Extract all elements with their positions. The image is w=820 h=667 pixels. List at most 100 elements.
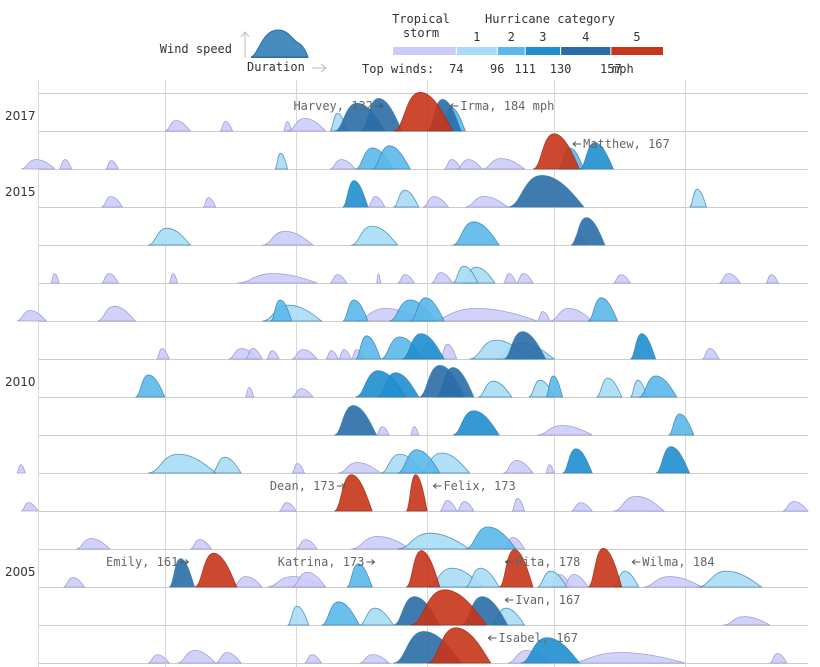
storm-shape [456,501,475,512]
legend-hurricane-category-label: Hurricane category [485,12,615,26]
year-label: 2015 [5,185,36,199]
storm-shape [769,653,788,664]
legend-tick-label: 157 [600,62,622,76]
storm-shape [503,331,547,360]
storm-shape [668,413,695,436]
legend-swatch-5 [610,47,663,55]
legend-swatch-4 [560,47,611,55]
legend-wind-speed-label: Wind speed [160,42,232,56]
storm-shape [135,374,166,398]
storm-shape [21,159,56,170]
storm-shape [507,174,585,208]
storm-shape [613,274,632,284]
storm-shape [465,567,500,588]
storm-shape [397,449,441,474]
legend-category-numbers: 1 2 3 4 5 [473,30,640,44]
storm-shape [532,133,581,170]
storm-shape [190,539,213,550]
storm-shape [422,196,450,208]
storm-shape [566,652,686,664]
legend-color-scale [393,47,663,55]
storm-shape [765,274,780,284]
storm-shape [456,159,484,170]
storm-shape [232,576,264,588]
storm-shape [719,273,742,284]
storm-shape [211,456,242,474]
storm-shape [59,159,73,170]
storm-annotation-label: Isabel, 167 [498,631,577,645]
storm-shape [498,549,534,588]
annotation-arrow-icon [572,141,582,147]
storm-shape [393,189,420,208]
legend-category-number: 2 [508,30,515,44]
storm-shape [549,307,594,322]
storm-shape [401,333,445,360]
legend-up-arrow-icon [240,31,250,58]
storm-shape [50,273,60,284]
storm-shape [202,197,217,208]
annotation-arrow-icon [449,103,459,109]
storm-shape [321,601,361,626]
storm-shape [642,576,703,588]
legend-sample-storm-shape [250,29,309,58]
storm-shape [630,333,657,360]
storm-shape [291,571,327,588]
storm-shape [262,304,323,322]
storm-annotation-label: Irma, 184 mph [460,99,554,113]
annotation-arrow-icon [180,559,190,565]
annotation-arrow-icon [336,483,346,489]
storm-shape [418,364,466,398]
storm-shape [596,377,623,398]
storm-shape [287,117,327,132]
storm-shape [410,297,445,322]
storm-shapes [16,91,809,664]
storm-shape [236,273,318,284]
storm-shape [537,570,568,588]
storm-shape [101,273,120,284]
storm-shape [291,349,319,360]
storm-annotation-label: Rita, 178 [515,555,580,569]
storm-shape [477,380,513,398]
storm-shape [63,577,86,588]
storm-annotation-label: Wilma, 184 [642,555,714,569]
legend-swatch-1 [456,47,498,55]
storm-annotations: Harvey, 132 Irma, 184 mph Matthew, 167 Dean… [106,99,714,645]
storm-shape [97,305,137,322]
storm-shape [266,350,280,360]
storm-shape [279,502,297,512]
legend-category-number: 1 [473,30,480,44]
storm-shape [283,121,293,132]
legend-category-number: 4 [582,30,589,44]
storm-shape [270,299,293,322]
storm-shape [351,225,399,246]
storm-shape [105,160,120,170]
storm-shape [76,538,111,550]
legend-unit-label: mph [612,62,634,76]
storm-annotation-label: Matthew, 167 [583,137,670,151]
storm-shape [545,464,555,474]
legend-tropical-label-1: Tropical [392,12,450,26]
storm-shape [570,217,606,246]
storm-shape [291,388,314,398]
storm-shape [545,375,564,398]
storm-shape [372,145,411,170]
year-label: 2017 [5,109,36,123]
storm-shape [689,188,708,208]
storm-shape [537,311,551,322]
legend-top-winds-label: Top winds: [362,62,434,76]
storm-shape [587,547,623,588]
storm-annotation-label: Dean, 173 [270,479,335,493]
storm-shape [452,410,500,436]
legend-swatch-3 [525,47,561,55]
year-labels: 2017 2015 2010 2005 [5,109,36,579]
storm-shape [329,274,348,284]
legend-duration-label: Duration [247,60,305,74]
storm-shape [482,158,526,170]
legend: Wind speed Duration Tropical storm Hurri… [160,12,663,76]
storm-shape [351,535,412,550]
legend-threshold-ticks: 74 96 111 130 157 [449,45,622,76]
storm-shape [613,495,666,512]
storm-shape [219,121,234,132]
storm-shape [376,273,382,284]
